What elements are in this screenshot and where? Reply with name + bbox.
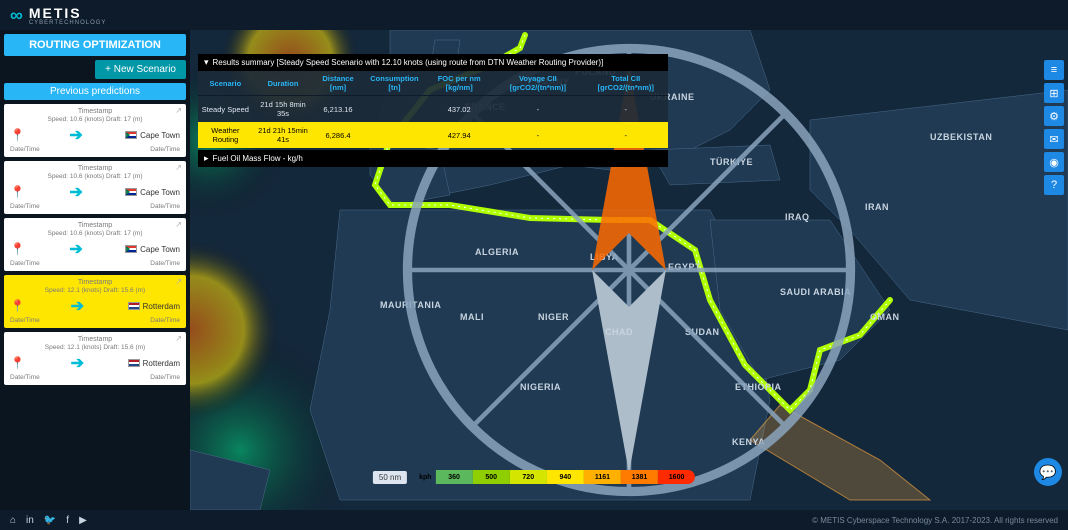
logo: ∞ METIS CYBERTECHNOLOGY <box>10 5 106 26</box>
results-row[interactable]: Steady Speed21d 15h 8min 35s6,213.16437.… <box>198 96 668 123</box>
pin-icon: 📍 <box>10 356 25 370</box>
card-title: Timestamp <box>10 222 180 229</box>
social-icon[interactable]: in <box>26 515 34 526</box>
prediction-card[interactable]: ↗ Timestamp Speed: 10.6 (knots) Draft: 1… <box>4 218 186 271</box>
flag-icon <box>128 302 140 310</box>
scale-distance: 50 nm <box>373 471 407 484</box>
toolbar-button[interactable]: ? <box>1044 175 1064 195</box>
results-row[interactable]: Weather Routing21d 21h 15min 41s6,286.44… <box>198 122 668 148</box>
toolbar-button[interactable]: ⊞ <box>1044 83 1064 103</box>
logo-subtitle: CYBERTECHNOLOGY <box>29 20 107 26</box>
card-destination: Rotterdam <box>128 359 180 368</box>
card-title: Timestamp <box>10 108 180 115</box>
results-table: ScenarioDurationDistance [nm]Consumption… <box>198 71 668 148</box>
card-title: Timestamp <box>10 279 180 286</box>
external-link-icon[interactable]: ↗ <box>175 220 182 229</box>
flag-icon <box>125 245 137 253</box>
panel-title: ROUTING OPTIMIZATION <box>4 34 186 56</box>
topbar: ∞ METIS CYBERTECHNOLOGY <box>0 0 1068 30</box>
arrow-icon: ➔ <box>69 182 80 202</box>
results-header[interactable]: ▾ Results summary [Steady Speed Scenario… <box>198 54 668 71</box>
chevron-down-icon: ▾ <box>204 57 209 68</box>
toolbar-button[interactable]: ⚙ <box>1044 106 1064 126</box>
prediction-card[interactable]: ↗ Timestamp Speed: 10.6 (knots) Draft: 1… <box>4 104 186 157</box>
card-title: Timestamp <box>10 165 180 172</box>
scale-tick: 720 <box>510 470 547 484</box>
external-link-icon[interactable]: ↗ <box>175 277 182 286</box>
card-destination: Rotterdam <box>128 302 180 311</box>
external-link-icon[interactable]: ↗ <box>175 334 182 343</box>
social-links: ⌂ in 🐦 f ▶ <box>10 515 87 526</box>
prediction-card[interactable]: ↗ Timestamp Speed: 12.1 (knots) Draft: 1… <box>4 332 186 385</box>
social-icon[interactable]: ⌂ <box>10 515 16 526</box>
sidebar: ROUTING OPTIMIZATION + New Scenario Prev… <box>0 30 190 510</box>
logo-icon: ∞ <box>10 5 23 26</box>
card-destination: Cape Town <box>125 131 180 140</box>
results-col: Scenario <box>198 71 253 96</box>
toolbar-button[interactable]: ◉ <box>1044 152 1064 172</box>
scale-tick: 500 <box>473 470 510 484</box>
fuel-title: Fuel Oil Mass Flow - kg/h <box>213 154 303 163</box>
results-col: Consumption [tn] <box>363 71 426 96</box>
card-meta: Speed: 12.1 (knots) Draft: 15.6 (m) <box>10 344 180 351</box>
toolbar-button[interactable]: ≡ <box>1044 60 1064 80</box>
results-col: Duration <box>253 71 314 96</box>
copyright: © METIS Cyberspace Technology S.A. 2017-… <box>812 516 1058 525</box>
card-meta: Speed: 10.6 (knots) Draft: 17 (m) <box>10 230 180 237</box>
arrow-icon: ➔ <box>69 125 80 145</box>
results-col: Total CII [grCO2/(tn*nm)] <box>584 71 669 96</box>
new-scenario-button[interactable]: + New Scenario <box>95 60 186 79</box>
results-panel: ▾ Results summary [Steady Speed Scenario… <box>198 54 668 167</box>
scale-tick: 1600 <box>658 470 695 484</box>
scale-tick: 1381 <box>621 470 658 484</box>
prediction-card[interactable]: ↗ Timestamp Speed: 10.6 (knots) Draft: 1… <box>4 161 186 214</box>
scale-unit: kph <box>415 474 435 481</box>
card-destination: Cape Town <box>125 188 180 197</box>
toolbar-button[interactable]: ✉ <box>1044 129 1064 149</box>
card-meta: Speed: 10.6 (knots) Draft: 17 (m) <box>10 116 180 123</box>
logo-text: METIS <box>29 5 107 21</box>
flag-icon <box>125 188 137 196</box>
scale-tick: 940 <box>547 470 584 484</box>
arrow-icon: ➔ <box>71 296 82 316</box>
card-meta: Speed: 10.6 (knots) Draft: 17 (m) <box>10 173 180 180</box>
results-title: Results summary [Steady Speed Scenario w… <box>213 58 604 67</box>
right-toolbar: ≡ ⊞ ⚙ ✉ ◉? <box>1044 60 1064 195</box>
social-icon[interactable]: f <box>66 515 69 526</box>
footer: ⌂ in 🐦 f ▶ © METIS Cyberspace Technology S.A… <box>0 510 1068 530</box>
flag-icon <box>128 359 140 367</box>
card-meta: Speed: 12.1 (knots) Draft: 15.6 (m) <box>10 287 180 294</box>
scale-tick: 1161 <box>584 470 621 484</box>
previous-predictions-header: Previous predictions <box>4 83 186 100</box>
card-destination: Cape Town <box>125 245 180 254</box>
chevron-right-icon: ▸ <box>204 153 209 164</box>
social-icon[interactable]: 🐦 <box>44 515 56 526</box>
flag-icon <box>125 131 137 139</box>
results-col: Distance [nm] <box>313 71 363 96</box>
arrow-icon: ➔ <box>71 353 82 373</box>
social-icon[interactable]: ▶ <box>79 515 87 526</box>
card-title: Timestamp <box>10 336 180 343</box>
chat-button[interactable]: 💬 <box>1034 458 1062 486</box>
scale-bar: 50 nm kph 360500720940116113811600 <box>373 470 695 484</box>
results-col: Voyage CII [grCO2/(tn*nm)] <box>492 71 583 96</box>
pin-icon: 📍 <box>10 185 25 199</box>
pin-icon: 📍 <box>10 128 25 142</box>
external-link-icon[interactable]: ↗ <box>175 106 182 115</box>
external-link-icon[interactable]: ↗ <box>175 163 182 172</box>
arrow-icon: ➔ <box>69 239 80 259</box>
pin-icon: 📍 <box>10 242 25 256</box>
fuel-header[interactable]: ▸ Fuel Oil Mass Flow - kg/h <box>198 150 668 167</box>
prediction-card[interactable]: ↗ Timestamp Speed: 12.1 (knots) Draft: 1… <box>4 275 186 328</box>
results-col: FOC per nm [kg/nm] <box>426 71 492 96</box>
scale-tick: 360 <box>436 470 473 484</box>
pin-icon: 📍 <box>10 299 25 313</box>
